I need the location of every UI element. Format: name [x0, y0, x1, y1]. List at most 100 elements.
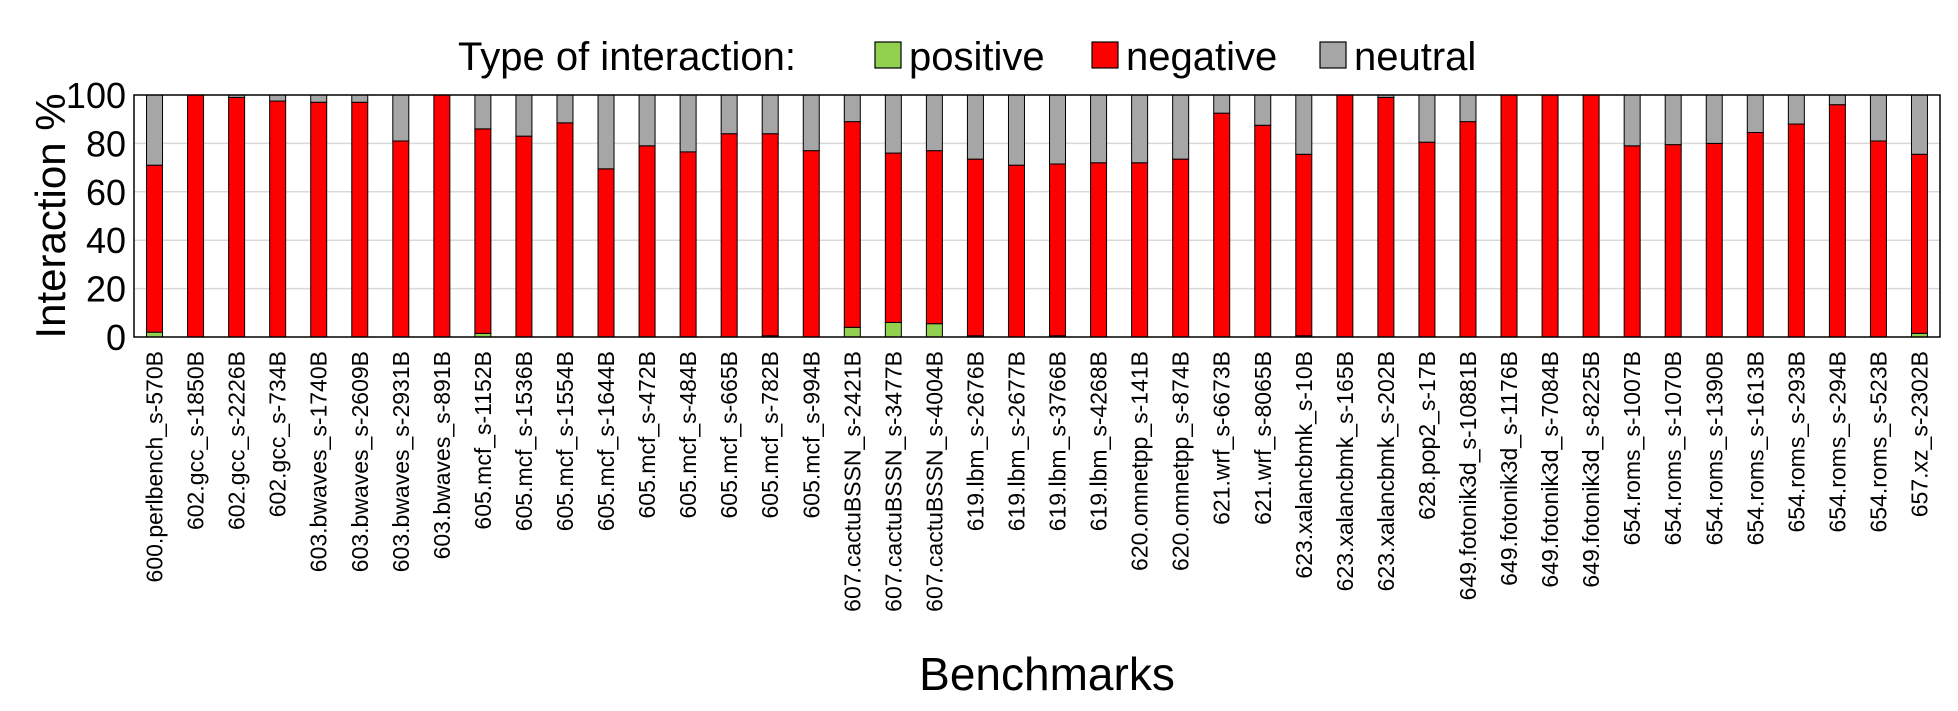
bar-segment-neutral: [679, 94, 697, 153]
bar-segment-neutral: [884, 94, 902, 154]
x-tick-label: 607.cactuBSSN_s-2421B: [839, 351, 865, 612]
x-tick-label: 602.gcc_s-2226B: [224, 351, 250, 530]
legend-title: Type of interaction:: [458, 35, 796, 79]
legend-label-negative: negative: [1126, 35, 1277, 79]
bar-segment-neutral: [1172, 94, 1190, 160]
bar-segment-neutral: [351, 94, 369, 103]
bar-segment-negative: [1910, 153, 1928, 334]
bar-segment-negative: [761, 133, 779, 337]
legend-label-neutral: neutral: [1354, 35, 1476, 79]
bar-segment-negative: [1377, 96, 1395, 338]
x-tick-label: 649.fotonik3d_s-7084B: [1537, 351, 1563, 588]
bar-segment-neutral: [761, 94, 779, 135]
bar-segment-neutral: [720, 94, 738, 135]
x-tick-label: 602.gcc_s-734B: [265, 351, 291, 517]
y-axis-label: Interaction %: [27, 93, 74, 338]
bar-segment-negative: [433, 94, 451, 338]
legend-swatch-negative: [1091, 41, 1119, 69]
y-tick-label: 80: [86, 123, 126, 164]
x-axis-label: Benchmarks: [919, 648, 1175, 700]
bar-segment-negative: [966, 158, 984, 337]
bar-segment-negative: [146, 164, 164, 333]
bar-segment-neutral: [966, 94, 984, 160]
x-tick-label: 600.perlbench_s-570B: [142, 351, 168, 582]
bar-segment-neutral: [1090, 94, 1108, 164]
x-tick-label: 649.fotonik3d_s-8225B: [1578, 351, 1604, 588]
x-tick-label: 603.bwaves_s-2931B: [388, 351, 414, 572]
x-tick-label: 602.gcc_s-1850B: [183, 351, 209, 530]
x-tick-label: 649.fotonik3d_s-10881B: [1455, 351, 1481, 600]
x-tick-label: 619.lbm_s-2677B: [1003, 351, 1029, 531]
bar-segment-neutral: [515, 94, 533, 137]
plot-area-frame: [133, 94, 1941, 338]
bar-segment-neutral: [802, 94, 820, 152]
bar-segment-negative: [720, 133, 738, 338]
x-tick-label: 607.cactuBSSN_s-4004B: [921, 351, 947, 612]
x-tick-label: 603.bwaves_s-891B: [429, 351, 455, 559]
bar-segment-neutral: [638, 94, 656, 147]
x-tick-label: 605.mcf_s-484B: [675, 351, 701, 518]
bar-segment-neutral: [556, 94, 574, 124]
x-tick-label: 607.cactuBSSN_s-3477B: [880, 351, 906, 612]
bar-segment-negative: [1007, 164, 1025, 338]
bar-segment-positive: [843, 326, 861, 338]
x-tick-label: 603.bwaves_s-1740B: [306, 351, 332, 572]
bar-segment-neutral: [474, 94, 492, 130]
y-tick-label: 40: [86, 220, 126, 261]
bar-segment-neutral: [1459, 94, 1477, 123]
x-tick-label: 623.xalancbmk_s-10B: [1291, 351, 1317, 579]
x-tick-label: 620.omnetpp_s-874B: [1168, 351, 1194, 571]
bar-segment-negative: [474, 128, 492, 334]
x-tick-label: 603.bwaves_s-2609B: [347, 351, 373, 572]
x-tick-label: 654.roms_s-294B: [1824, 351, 1850, 533]
x-tick-label: 605.mcf_s-782B: [757, 351, 783, 518]
y-tick-label: 20: [86, 269, 126, 310]
bar-segment-negative: [884, 152, 902, 323]
legend-swatch-positive: [874, 41, 902, 69]
x-tick-label: 657.xz_s-2302B: [1906, 351, 1932, 517]
bar-segment-negative: [1623, 145, 1641, 338]
bar-segment-negative: [843, 121, 861, 328]
bar-segment-neutral: [1213, 94, 1231, 114]
bar-segment-negative: [351, 101, 369, 338]
x-tick-label: 654.roms_s-523B: [1865, 351, 1891, 533]
bar-segment-negative: [310, 101, 328, 338]
bar-segment-positive: [925, 323, 943, 338]
bar-segment-negative: [1213, 112, 1231, 338]
y-tick-label: 0: [106, 317, 126, 358]
x-tick-label: 654.roms_s-1007B: [1619, 351, 1645, 545]
bar-segment-negative: [1295, 153, 1313, 337]
bar-segment-neutral: [1705, 94, 1723, 144]
bar-segment-negative: [925, 150, 943, 325]
bar-segment-negative: [1541, 94, 1559, 338]
x-tick-label: 621.wrf_s-8065B: [1250, 351, 1276, 525]
x-tick-label: 623.xalancbmk_s-202B: [1373, 351, 1399, 591]
bar-segment-negative: [1664, 144, 1682, 338]
bar-segment-neutral: [269, 94, 287, 102]
bar-segment-neutral: [1131, 94, 1149, 164]
bar-segment-neutral: [1869, 94, 1887, 142]
legend-label-positive: positive: [909, 35, 1045, 79]
bar-segment-negative: [802, 150, 820, 338]
bar-segment-neutral: [1007, 94, 1025, 166]
bars: [146, 94, 1928, 338]
bar-segment-neutral: [1418, 94, 1436, 143]
x-tick-label: 605.mcf_s-1152B: [470, 351, 496, 530]
x-tick-label: 605.mcf_s-994B: [798, 351, 824, 518]
bar-segment-negative: [556, 122, 574, 338]
bar-segment-neutral: [1746, 94, 1764, 134]
x-axis-tick-labels: 600.perlbench_s-570B 602.gcc_s-1850B 602.g…: [142, 351, 1933, 612]
bar-segment-negative: [1418, 141, 1436, 338]
x-tick-label: 623.xalancbmk_s-165B: [1332, 351, 1358, 591]
bar-segment-negative: [515, 135, 533, 338]
bar-segment-neutral: [597, 94, 615, 170]
x-tick-label: 620.omnetpp_s-141B: [1127, 351, 1153, 571]
bar-segment-neutral: [1254, 94, 1272, 126]
bar-segment-negative: [1869, 140, 1887, 338]
x-tick-label: 619.lbm_s-2676B: [962, 351, 988, 531]
bar-segment-neutral: [1049, 94, 1067, 165]
bar-segment-negative: [1336, 94, 1354, 338]
x-tick-label: 619.lbm_s-3766B: [1045, 351, 1071, 531]
legend: Type of interaction: positive negative neu…: [458, 35, 1476, 79]
